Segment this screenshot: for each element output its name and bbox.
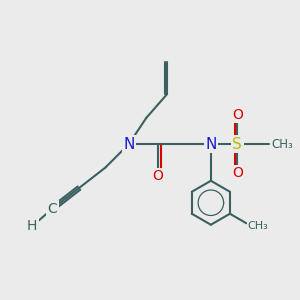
Text: CH₃: CH₃ bbox=[248, 221, 268, 231]
Text: O: O bbox=[232, 108, 243, 122]
Text: H: H bbox=[27, 219, 37, 233]
Text: S: S bbox=[232, 136, 242, 152]
Text: N: N bbox=[123, 136, 134, 152]
Text: C: C bbox=[48, 202, 58, 216]
Text: CH₃: CH₃ bbox=[271, 138, 293, 151]
Text: O: O bbox=[153, 169, 164, 183]
Text: N: N bbox=[205, 136, 217, 152]
Text: O: O bbox=[232, 167, 243, 180]
